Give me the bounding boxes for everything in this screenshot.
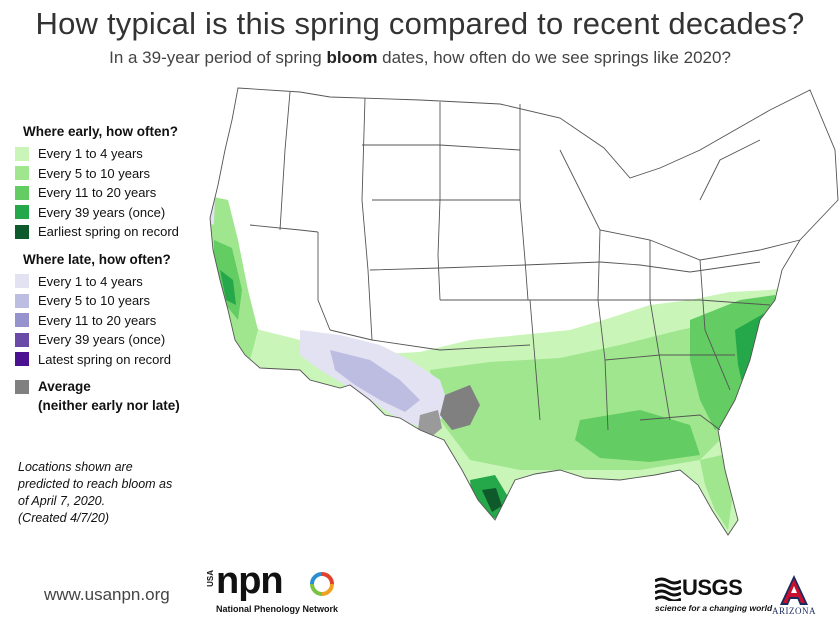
- legend-early-swatch: [15, 224, 29, 239]
- legend-early-row: Every 5 to 10 years: [15, 164, 215, 184]
- legend-early-swatch: [15, 146, 29, 161]
- legend-early-label: Earliest spring on record: [38, 224, 179, 240]
- note-line: of April 7, 2020.: [18, 494, 106, 508]
- zone-early-11-20-gulf: [575, 410, 700, 462]
- usgs-wordmark: USGS: [682, 575, 743, 600]
- legend-early-swatch: [15, 205, 29, 220]
- legend-late-label: Every 5 to 10 years: [38, 293, 150, 309]
- npn-wordmark: npn: [216, 560, 284, 602]
- map-note: Locations shown are predicted to reach b…: [18, 459, 208, 527]
- map-subtitle: In a 39-year period of spring bloom date…: [0, 48, 840, 68]
- legend-average-label: Average: [38, 379, 91, 394]
- legend-late-label: Every 1 to 4 years: [38, 273, 143, 289]
- legend-early-row: Every 1 to 4 years: [15, 144, 215, 164]
- usgs-tagline: science for a changing world: [655, 603, 773, 613]
- note-line: (Created 4/7/20): [18, 511, 110, 525]
- legend-average: Average (neither early nor late): [15, 377, 215, 415]
- note-line: Locations shown are: [18, 460, 133, 474]
- zone-early-11-20-florida: [700, 455, 732, 530]
- zone-earliest-texas-coast: [482, 488, 502, 512]
- legend-late-swatch: [15, 293, 29, 308]
- legend-average-swatch: [15, 380, 29, 394]
- map-title: How typical is this spring compared to r…: [35, 6, 805, 41]
- legend-late-label: Every 11 to 20 years: [38, 312, 157, 328]
- legend-late-swatch: [15, 332, 29, 347]
- legend-early-swatch: [15, 185, 29, 200]
- legend-early-row: Every 39 years (once): [15, 203, 215, 223]
- legend-early-label: Every 5 to 10 years: [38, 165, 150, 181]
- website-link[interactable]: www.usanpn.org: [44, 585, 170, 604]
- legend-late-row: Every 5 to 10 years: [15, 291, 215, 311]
- zone-average-nm: [418, 410, 442, 438]
- legend-early-label: Every 1 to 4 years: [38, 146, 143, 162]
- arizona-wordmark: ARIZONA: [772, 606, 816, 616]
- arizona-a-icon: [780, 575, 808, 605]
- legend-early-row: Every 11 to 20 years: [15, 183, 215, 203]
- npn-ring-icon: [310, 572, 334, 596]
- legend-early-row: Earliest spring on record: [15, 222, 215, 242]
- zone-early-39-west: [220, 270, 236, 305]
- legend-late-row: Latest spring on record: [15, 350, 215, 370]
- legend-late-swatch: [15, 313, 29, 328]
- npn-subtitle: National Phenology Network: [216, 604, 339, 614]
- zone-earliest-coast: [752, 330, 780, 392]
- legend-late-row: Every 11 to 20 years: [15, 311, 215, 331]
- legend-early-swatch: [15, 166, 29, 181]
- legend-early-title: Where early, how often?: [23, 124, 179, 139]
- legend-late-label: Every 39 years (once): [38, 332, 166, 348]
- legend-early-label: Every 39 years (once): [38, 204, 166, 220]
- us-bloom-map: [209, 87, 839, 536]
- subtitle-part-1: In a 39-year period of spring: [109, 48, 327, 67]
- legend-late-swatch: [15, 274, 29, 289]
- subtitle-part-2: dates, how often do we see springs like …: [377, 48, 731, 67]
- legend-average-sublabel: (neither early nor late): [38, 398, 180, 413]
- legend-late-title: Where late, how often?: [23, 251, 171, 267]
- state-borders: [209, 87, 839, 536]
- legend-late-row: Every 1 to 4 years: [15, 272, 215, 292]
- legend-early-label: Every 11 to 20 years: [38, 185, 157, 201]
- legend-late-swatch: [15, 352, 29, 367]
- zone-average-texas: [440, 385, 480, 430]
- npn-logo: USA npn National Phenology Network: [206, 560, 339, 616]
- npn-usa-text: USA: [206, 570, 215, 587]
- usgs-wave-icon: [655, 577, 681, 601]
- zone-late-5-10-southwest: [330, 350, 420, 412]
- legend-late-label: Latest spring on record: [38, 351, 171, 367]
- arizona-logo: ARIZONA: [764, 574, 824, 620]
- usgs-logo: USGS science for a changing world: [655, 575, 772, 617]
- legend-late-row: Every 39 years (once): [15, 330, 215, 350]
- note-line: predicted to reach bloom as: [18, 477, 173, 491]
- subtitle-bold-word: bloom: [326, 48, 378, 67]
- map-legend: Where early, how often? Every 1 to 4 yea…: [15, 120, 215, 415]
